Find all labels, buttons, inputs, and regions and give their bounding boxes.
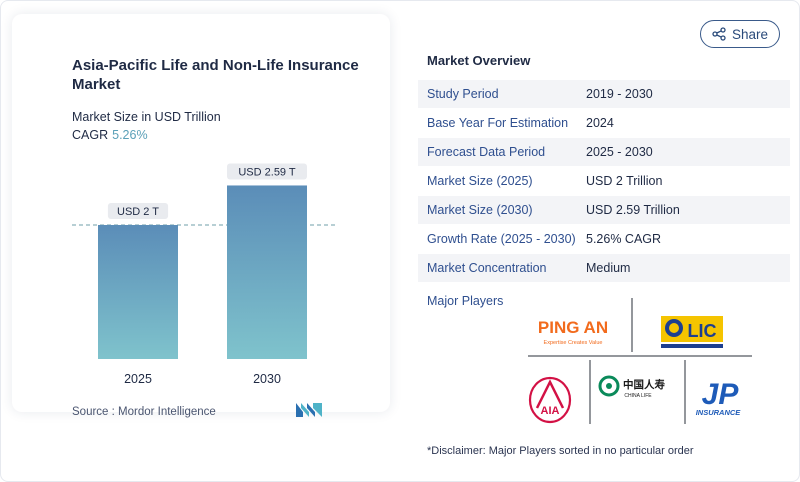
pingan-logo: PING AN Expertise Creates Value bbox=[538, 318, 608, 346]
bar-chart: USD 2 T 2025 USD 2.59 T 2030 bbox=[72, 163, 337, 386]
aia-name: AIA bbox=[541, 405, 560, 417]
chart-subtitle: Market Size in USD Trillion bbox=[72, 110, 221, 124]
market-overview-title: Market Overview bbox=[427, 53, 531, 68]
overview-key: Market Concentration bbox=[427, 261, 547, 275]
overview-row: Base Year For Estimation 2024 bbox=[418, 109, 790, 138]
overview-row: Growth Rate (2025 - 2030) 5.26% CAGR bbox=[418, 225, 790, 254]
cagr-label: CAGR bbox=[72, 128, 109, 142]
source-text: Source : Mordor Intelligence bbox=[72, 406, 216, 418]
pingan-name: PING AN bbox=[538, 318, 608, 337]
cagr-value: 5.26% bbox=[112, 128, 148, 142]
data-label-bg bbox=[107, 203, 169, 219]
aia-logo: AIA bbox=[528, 376, 572, 424]
lic-name: LIC bbox=[688, 321, 717, 341]
overview-key: Market Size (2025) bbox=[427, 174, 533, 188]
jp-insurance-logo: JP INSURANCE bbox=[696, 378, 742, 417]
overview-row: Forecast Data Period 2025 - 2030 bbox=[418, 138, 790, 167]
overview-key: Growth Rate (2025 - 2030) bbox=[427, 232, 576, 246]
lic-logo: LIC bbox=[661, 316, 723, 348]
chart-title: Asia-Pacific Life and Non-Life Insurance… bbox=[72, 57, 359, 93]
overview-row: Market Size (2025) USD 2 Trillion bbox=[418, 167, 790, 196]
overview-table: Study Period 2019 - 2030 Base Year For Es… bbox=[418, 80, 790, 283]
overview-value: Medium bbox=[586, 261, 631, 275]
overview-value: 2025 - 2030 bbox=[586, 145, 653, 159]
chinalife-name: 中国人寿 bbox=[623, 378, 665, 391]
bar-2030 bbox=[227, 185, 307, 359]
data-label-bg bbox=[227, 163, 307, 180]
overview-row: Market Size (2030) USD 2.59 Trillion bbox=[418, 196, 790, 225]
overview-row: Study Period 2019 - 2030 bbox=[418, 80, 790, 109]
share-icon bbox=[712, 27, 726, 41]
chinalife-tagline: CHINA LIFE bbox=[624, 393, 652, 399]
overview-row: Market Concentration Medium bbox=[418, 254, 790, 283]
overview-key: Forecast Data Period bbox=[427, 145, 546, 159]
share-button[interactable]: Share bbox=[700, 20, 780, 48]
category-label: 2025 bbox=[124, 372, 152, 386]
overview-key: Market Size (2030) bbox=[427, 203, 533, 217]
disclaimer-text: *Disclaimer: Major Players sorted in no … bbox=[427, 445, 694, 457]
overview-key: Study Period bbox=[427, 87, 499, 101]
overview-value: 2024 bbox=[586, 116, 614, 130]
overview-key: Base Year For Estimation bbox=[427, 116, 569, 130]
bar-2025 bbox=[98, 225, 178, 359]
major-players-label: Major Players bbox=[427, 294, 504, 308]
data-label: USD 2.59 T bbox=[238, 166, 296, 178]
mordor-logo-icon bbox=[296, 403, 322, 417]
cagr-line: CAGR 5.26% bbox=[72, 128, 148, 142]
chinalife-logo: 中国人寿 CHINA LIFE bbox=[598, 375, 665, 399]
category-label: 2030 bbox=[253, 372, 281, 386]
overview-value: 5.26% CAGR bbox=[586, 232, 662, 246]
pingan-tagline: Expertise Creates Value bbox=[544, 340, 603, 346]
jp-name: JP bbox=[702, 378, 740, 411]
overview-value: 2019 - 2030 bbox=[586, 87, 653, 101]
major-players-logos: PING AN Expertise Creates Value LIC AIA … bbox=[528, 298, 752, 424]
data-label: USD 2 T bbox=[117, 206, 159, 218]
chart-card: Asia-Pacific Life and Non-Life Insurance… bbox=[12, 14, 390, 418]
jp-tagline: INSURANCE bbox=[696, 408, 742, 417]
share-label: Share bbox=[731, 26, 769, 42]
overview-value: USD 2.59 Trillion bbox=[586, 203, 680, 217]
overview-value: USD 2 Trillion bbox=[586, 174, 663, 188]
